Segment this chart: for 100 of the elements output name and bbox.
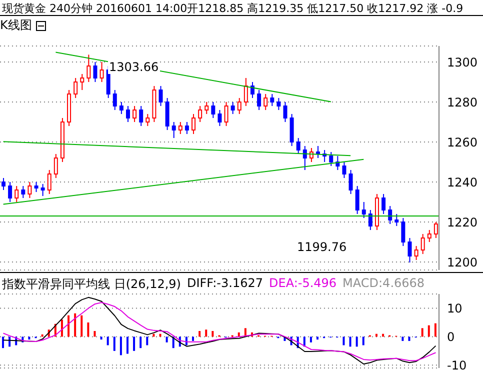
y-tick-label: 10: [447, 301, 462, 316]
candlestick: [408, 238, 412, 263]
text: DEA:-5.496: [269, 276, 337, 292]
candlestick: [54, 154, 58, 178]
bar: [434, 323, 436, 337]
candlestick: [414, 246, 418, 260]
bar: [94, 331, 96, 337]
candlestick: [93, 62, 98, 82]
bar: [8, 336, 11, 347]
candlestick: [28, 182, 32, 198]
candlestick: [172, 122, 176, 138]
candlestick: [132, 106, 137, 122]
candlestick: [290, 114, 294, 146]
bar: [126, 336, 128, 354]
candlestick: [368, 210, 372, 230]
candlestick: [296, 138, 300, 154]
candlestick: [276, 98, 281, 110]
text: MACD:4.6668: [342, 276, 425, 292]
candlestick: [264, 94, 268, 110]
candlestick: [244, 78, 248, 106]
bar: [166, 336, 168, 342]
candlestick: [146, 114, 150, 126]
chart-title: 现货黄金 240分钟 20160601 14:00开1218.85 高1219.35 低1217.50 收1217.92 涨 -0.9: [2, 1, 464, 16]
candlestick: [86, 54, 91, 82]
candlestick: [382, 194, 386, 214]
y-tick-label: 1260: [447, 135, 478, 150]
bar: [349, 336, 352, 347]
bar: [408, 336, 410, 341]
candlestick: [21, 186, 26, 198]
y-tick-label: 1280: [447, 95, 478, 110]
candlestick: [204, 102, 209, 114]
candlestick: [302, 146, 307, 170]
bar: [74, 313, 76, 337]
bar: [133, 336, 136, 351]
candlestick: [434, 222, 438, 238]
annotation: 1199.76: [296, 240, 348, 254]
candlestick: [178, 122, 182, 134]
candlestick: [40, 184, 45, 196]
annotation: 1303.66: [108, 60, 160, 74]
y-tick-label: 0: [447, 330, 455, 344]
candlestick: [230, 102, 235, 114]
bar: [68, 315, 70, 337]
bar: [205, 330, 208, 337]
candlestick: [80, 74, 84, 90]
bar: [362, 336, 364, 346]
candlestick: [237, 98, 242, 114]
bar: [120, 336, 122, 356]
candlestick: [184, 122, 189, 134]
bar: [198, 331, 201, 337]
bar: [100, 336, 102, 340]
candlestick: [47, 170, 52, 194]
bar: [342, 336, 345, 346]
bar: [106, 336, 109, 346]
candlestick: [362, 202, 366, 218]
candlestick: [8, 182, 12, 202]
candlestick: [224, 102, 228, 126]
bar: [310, 336, 312, 342]
candlestick: [198, 106, 202, 122]
bar: [146, 336, 148, 346]
candlestick: [270, 94, 274, 106]
candlestick: [2, 178, 6, 190]
candlestick: [119, 102, 124, 114]
candlestick: [139, 106, 144, 126]
y-tick-label: 1220: [447, 215, 478, 230]
candlestick: [14, 186, 19, 202]
candlestick: [74, 78, 78, 98]
y-tick-label: -10: [447, 358, 467, 372]
bar: [113, 336, 116, 351]
candlestick: [100, 62, 104, 82]
candlestick: [34, 182, 38, 192]
bar: [356, 336, 358, 347]
bar: [421, 328, 424, 337]
candlestick: [394, 214, 399, 226]
candlestick: [388, 206, 392, 224]
candlestick: [348, 170, 353, 194]
chart-subtitle: K线图: [0, 17, 32, 34]
candlestick: [250, 82, 254, 98]
bar: [2, 336, 4, 348]
candlestick: [329, 152, 334, 166]
candlestick: [342, 162, 346, 178]
bar: [60, 320, 63, 337]
bar: [140, 336, 142, 348]
y-tick-label: 1240: [447, 175, 478, 190]
bar: [192, 336, 194, 341]
candlestick: [165, 98, 170, 130]
candlestick: [257, 90, 262, 110]
y-tick-label: 1200: [447, 255, 478, 270]
candlestick: [158, 86, 163, 106]
bar: [212, 331, 214, 337]
candlestick: [401, 218, 406, 246]
text: DIFF:-3.1627: [186, 276, 263, 292]
bar: [80, 315, 83, 337]
candlestick: [355, 186, 360, 214]
bar: [28, 336, 30, 340]
candlestick: [283, 102, 288, 122]
candlestick: [126, 106, 130, 122]
bar: [428, 325, 430, 337]
candlestick: [112, 90, 117, 110]
candlestick: [211, 102, 216, 118]
candlestick: [427, 230, 432, 242]
